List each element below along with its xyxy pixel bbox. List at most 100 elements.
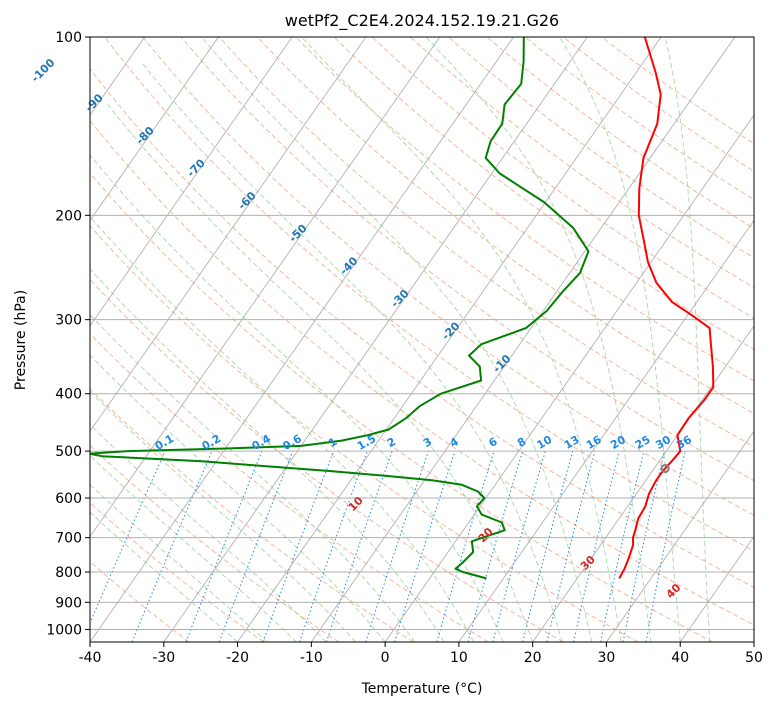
isotherm-line [679,535,754,642]
dry-adiabat-line [104,37,754,552]
isotherm-label: -90 [83,91,106,114]
isotherm-label: -60 [235,189,258,212]
isotherm-label: -20 [439,319,462,342]
dry-adiabat-line [90,119,754,626]
mixing-ratio-label: 0.4 [250,432,274,453]
dry-adiabat-line [600,37,754,145]
mixing-ratio-label: 8 [515,435,528,450]
plot-frame [89,36,755,643]
mixing-ratio-label: 0.6 [281,432,305,453]
mixing-ratio-label: 16 [584,433,604,452]
isotherm-line [458,219,754,642]
dry-adiabat-line [180,37,754,482]
dry-adiabat-line [486,37,754,230]
moist-adiabat-line [559,37,681,642]
dry-adiabat-line [90,502,265,642]
moist-adiabat-line [90,423,327,642]
isotherm-line [90,37,441,538]
y-tick-label: 500 [55,444,82,460]
x-axis-label: Temperature (°C) [361,681,483,697]
dry-adiabat-line [90,225,639,642]
mixing-ratio-line [131,450,213,642]
dry-adiabat-line [295,37,754,382]
isotherm-line [90,37,293,327]
isotherm-label: -100 [29,56,58,85]
dry-adiabat-line [409,37,754,289]
mixing-ratio-line [436,450,495,642]
mixing-ratio-line [573,450,620,642]
isotherm-line [0,37,71,642]
parcel-marker [660,464,670,474]
moist-adiabat-label: 10 [346,494,366,514]
x-tick-label: 10 [450,650,468,666]
moist-adiabat-line [107,104,534,642]
dry-adiabat-line [333,37,754,350]
moist-adiabat-line [425,37,652,642]
moist-adiabat-line [90,390,356,642]
moist-adiabat-line [301,37,622,642]
mixing-ratio-line [262,450,335,642]
isotherm-label: -40 [337,254,360,277]
mixing-ratio-label: 25 [633,433,653,452]
x-tick-label: 0 [381,650,390,666]
isotherm-label: -30 [388,287,411,310]
y-axis-label: Pressure (hPa) [13,290,29,390]
dry-adiabat-line [371,37,754,319]
y-tick-label: 300 [55,313,82,329]
mixing-ratio-line [522,450,574,642]
dry-adiabat-line [142,37,754,516]
dry-adiabat-line [90,67,754,589]
moist-adiabat-line [90,268,445,642]
x-tick-label: 20 [524,650,542,666]
mixing-ratio-line [365,450,429,642]
mixing-ratio-line [645,450,686,642]
isotherm-line [532,325,754,642]
isotherm-label: -70 [184,156,207,179]
y-tick-label: 800 [55,565,82,581]
chart-title: wetPf2_C2E4.2024.152.19.21.G26 [285,11,559,31]
dry-adiabat-line [90,561,190,642]
mixing-ratio-label: 30 [653,433,673,452]
isotherm-label: -80 [134,124,157,147]
moist-adiabat-line [90,511,238,642]
isotherm-line [384,114,754,642]
mixing-ratio-label: 4 [448,435,461,450]
mixing-ratio-label: 10 [534,433,554,452]
mixing-ratio-label: 2 [385,435,398,450]
moist-adiabat-label: 40 [664,581,684,601]
isotherm-line [90,37,514,642]
mixing-ratio-line [325,450,393,642]
x-tick-label: -40 [79,650,102,666]
dry-adiabat-line [90,333,489,642]
mixing-ratio-line [600,450,645,642]
moist-adiabat-line [90,454,297,642]
dry-adiabat-line [90,278,564,642]
mixing-ratio-label: 1 [326,435,339,450]
y-tick-label: 900 [55,595,82,611]
moist-adiabat-line [90,483,268,642]
dry-adiabat-line [90,388,414,642]
moist-adiabat-line [90,215,475,642]
isotherm-line [753,641,754,642]
isotherm-line [163,37,588,642]
mixing-ratio-line [546,450,596,642]
dry-adiabat-line [90,444,339,642]
isotherm-line [606,430,754,642]
x-tick-label: -10 [300,650,323,666]
y-tick-label: 100 [55,30,82,46]
isotherm-line [90,37,219,222]
dewpoint-profile-line [90,37,590,580]
mixing-ratio-line [467,450,524,642]
moist-adiabat-line [90,313,416,642]
mixing-ratio-line [185,450,263,642]
x-tick-label: -20 [226,650,249,666]
y-tick-label: 600 [55,491,82,507]
dry-adiabat-line [562,37,754,172]
x-tick-label: 30 [598,650,616,666]
temperature-profile-line [618,37,715,579]
dry-adiabat-line [447,37,754,259]
mixing-ratio-line [492,450,546,642]
moist-adiabat-line [90,354,386,642]
y-tick-label: 700 [55,531,82,547]
mixing-ratio-label: 1.5 [355,432,378,453]
